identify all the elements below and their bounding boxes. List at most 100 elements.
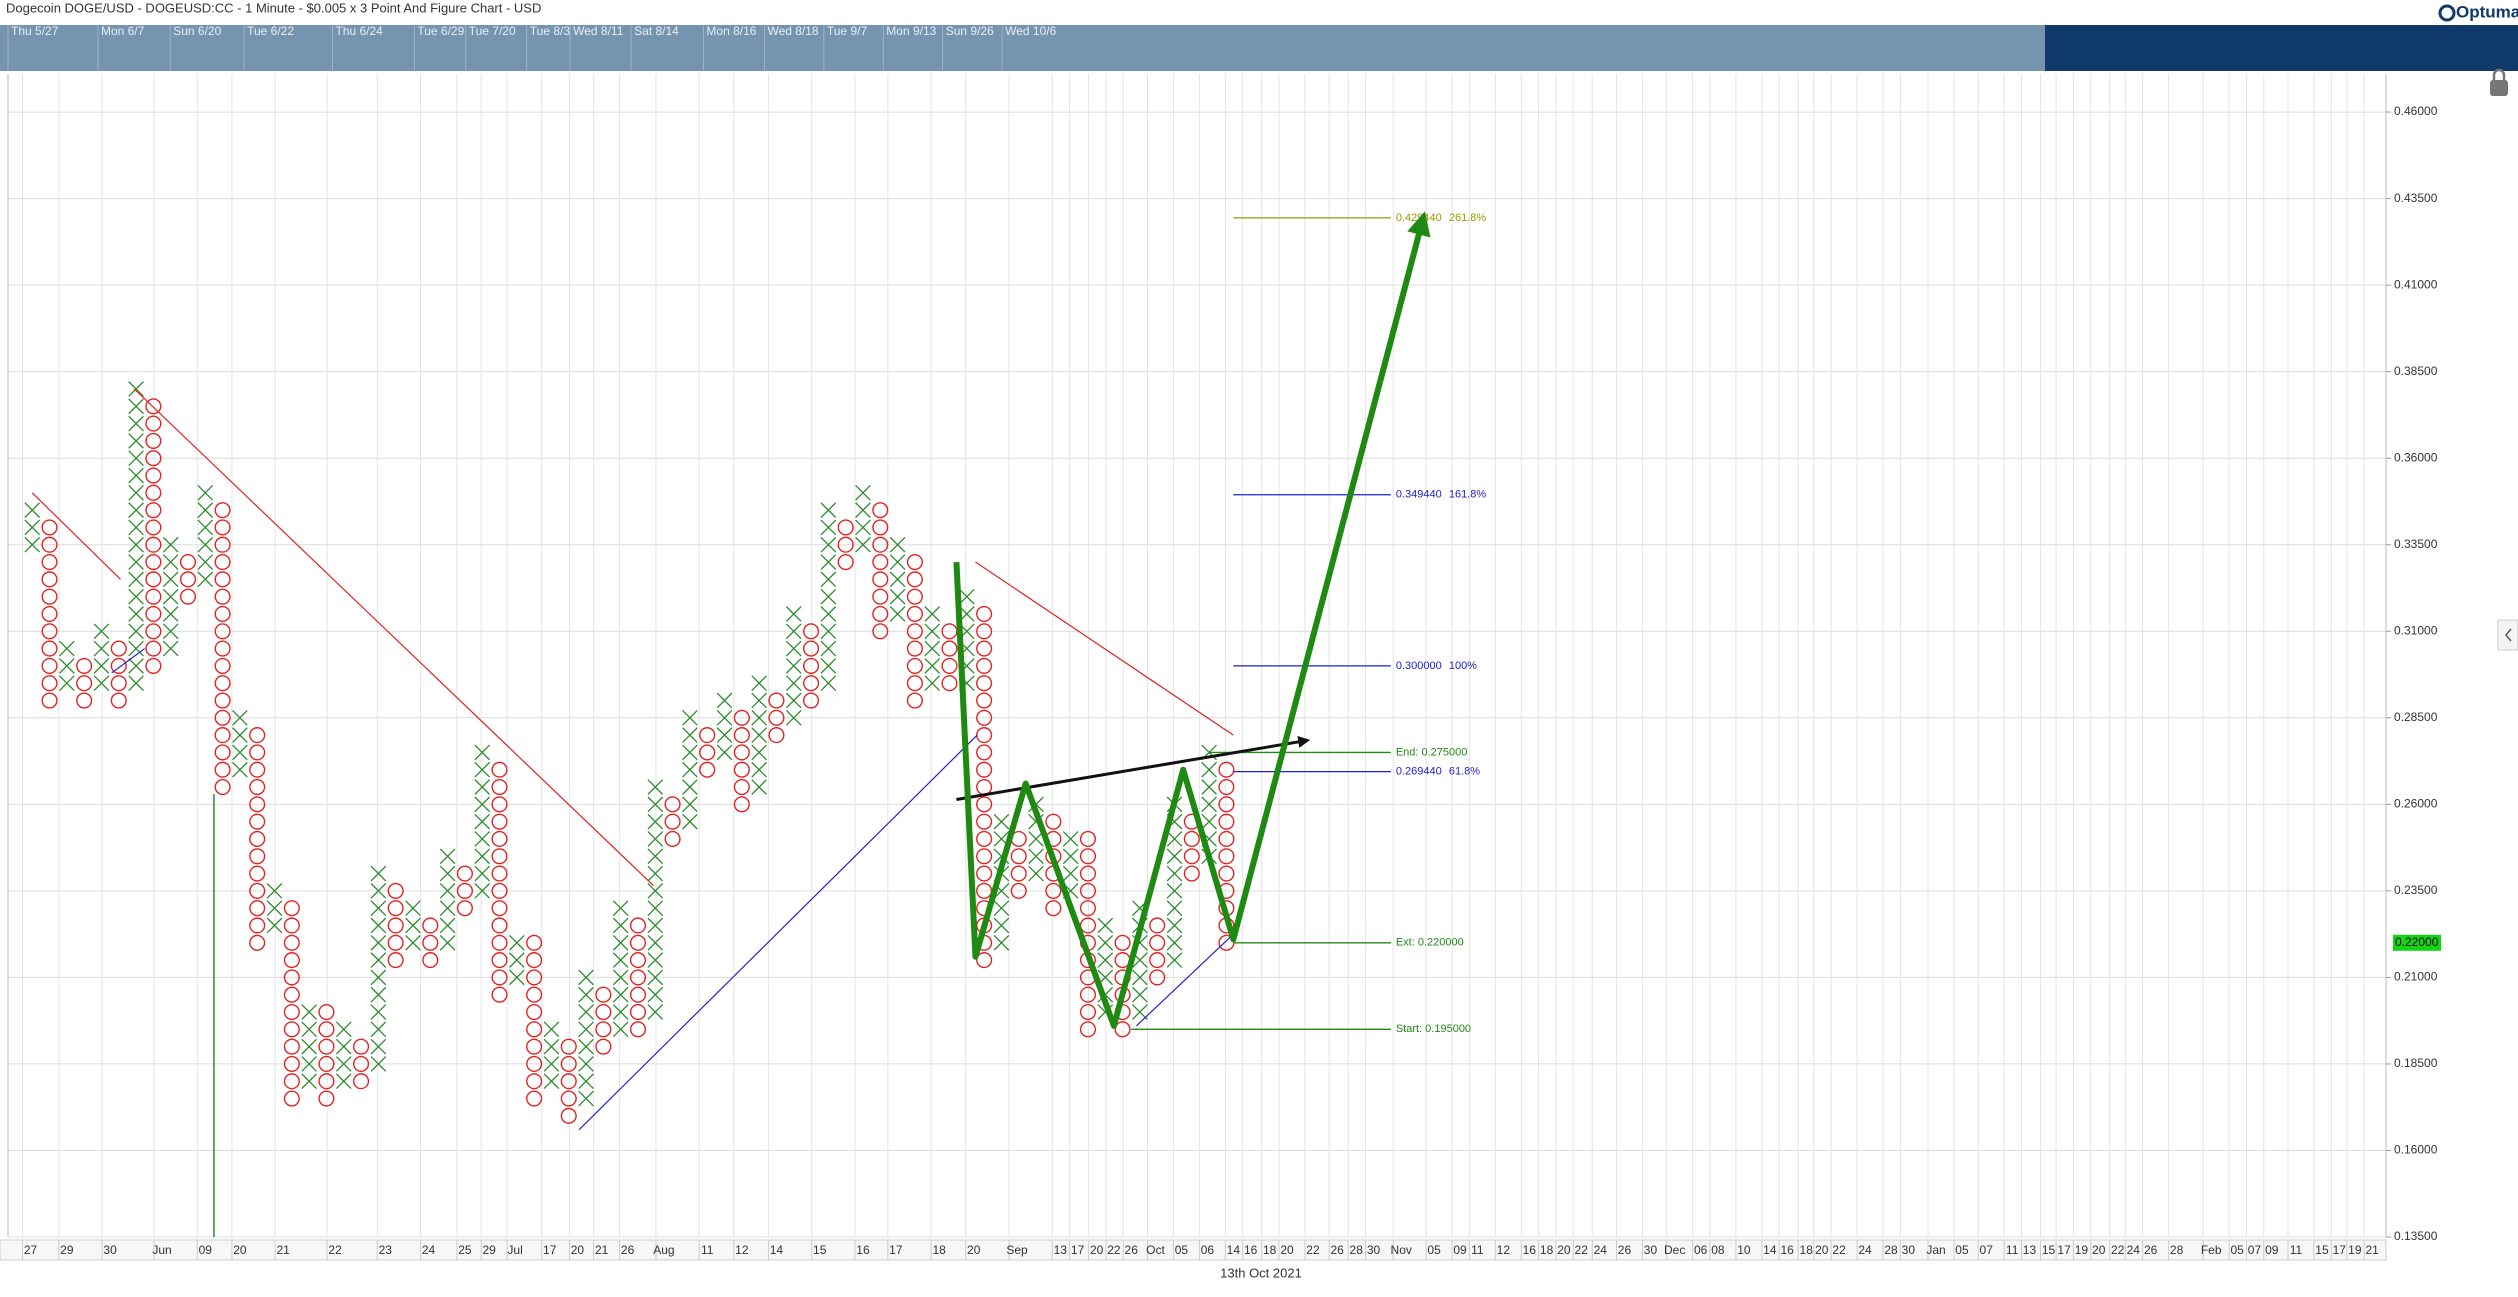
navigator-label: Mon 6/7 bbox=[101, 24, 145, 38]
o-box bbox=[318, 1090, 335, 1107]
o-box bbox=[491, 813, 508, 830]
x-column bbox=[59, 640, 75, 692]
o-column bbox=[283, 900, 300, 1107]
x-box bbox=[405, 917, 421, 934]
x-box bbox=[716, 727, 733, 743]
y-tick-label: 0.33500 bbox=[2394, 537, 2438, 551]
o-box bbox=[491, 830, 508, 848]
x-box bbox=[1166, 865, 1183, 882]
x-box bbox=[647, 883, 664, 899]
o-box bbox=[872, 571, 889, 588]
x-column bbox=[128, 381, 144, 692]
y-tick-label: 0.21000 bbox=[2394, 970, 2438, 984]
x-column bbox=[24, 502, 41, 553]
o-box bbox=[422, 917, 439, 934]
o-box bbox=[560, 1073, 577, 1090]
x-tick-label: 20 bbox=[1280, 1243, 1294, 1257]
o-column bbox=[491, 761, 508, 1003]
lock-icon[interactable] bbox=[2490, 68, 2508, 96]
o-box bbox=[906, 640, 923, 657]
x-box bbox=[93, 675, 110, 692]
o-box bbox=[526, 1003, 543, 1021]
o-box bbox=[1149, 934, 1166, 951]
x-box bbox=[924, 675, 941, 692]
o-column bbox=[906, 553, 923, 709]
level-label: 0.349440 bbox=[1396, 489, 1442, 501]
x-box bbox=[162, 606, 179, 622]
o-box bbox=[1149, 969, 1166, 986]
x-box bbox=[439, 883, 456, 899]
navigator-label: Sun 6/20 bbox=[173, 24, 221, 38]
x-tick-label: 24 bbox=[1858, 1243, 1872, 1257]
x-column bbox=[1132, 900, 1148, 1020]
x-box bbox=[924, 658, 941, 674]
o-box bbox=[906, 605, 923, 623]
o-box bbox=[179, 588, 197, 605]
o-box bbox=[802, 623, 820, 640]
x-box bbox=[647, 796, 664, 813]
x-tick-label: 08 bbox=[1711, 1243, 1725, 1257]
x-box bbox=[889, 571, 906, 588]
o-box bbox=[249, 796, 266, 813]
x-column bbox=[509, 934, 525, 986]
o-box bbox=[145, 502, 162, 519]
x-box bbox=[820, 658, 837, 674]
x-box bbox=[889, 536, 906, 553]
last-price-label: 0.22000 bbox=[2395, 935, 2439, 949]
x-column bbox=[578, 969, 594, 1107]
o-box bbox=[802, 657, 820, 674]
x-tick-label: 15 bbox=[813, 1243, 827, 1257]
o-box bbox=[214, 657, 231, 674]
x-box bbox=[993, 917, 1010, 934]
x-box bbox=[1097, 934, 1114, 951]
x-tick-label: 20 bbox=[571, 1243, 585, 1257]
x-box bbox=[578, 1038, 594, 1055]
o-box bbox=[145, 536, 162, 553]
o-box bbox=[1218, 865, 1235, 882]
o-box bbox=[976, 848, 993, 865]
x-box bbox=[820, 519, 837, 536]
navigator-label: Wed 8/18 bbox=[767, 24, 818, 38]
o-column bbox=[872, 502, 889, 640]
o-column bbox=[1149, 917, 1166, 986]
x-box bbox=[578, 969, 594, 986]
o-box bbox=[145, 553, 162, 571]
o-box bbox=[976, 640, 993, 657]
y-tick-label: 0.46000 bbox=[2394, 104, 2438, 118]
o-box bbox=[456, 900, 473, 917]
o-box bbox=[249, 900, 266, 917]
x-tick-label: 28 bbox=[1350, 1243, 1364, 1257]
side-toggle[interactable] bbox=[2497, 619, 2518, 651]
o-box bbox=[353, 1073, 370, 1090]
o-box bbox=[1218, 848, 1235, 865]
o-box bbox=[145, 571, 162, 588]
o-box bbox=[41, 640, 58, 657]
x-box bbox=[128, 606, 144, 622]
o-box bbox=[1149, 917, 1166, 934]
x-tick-label: 20 bbox=[2092, 1243, 2106, 1257]
grid bbox=[8, 74, 2386, 1238]
x-box bbox=[370, 1056, 387, 1072]
o-box bbox=[422, 934, 439, 951]
o-box bbox=[1114, 934, 1131, 951]
o-box bbox=[906, 623, 923, 640]
x-box bbox=[162, 554, 179, 570]
x-box bbox=[785, 709, 802, 726]
navigator[interactable] bbox=[0, 25, 2045, 71]
x-tick-label: 16 bbox=[1780, 1243, 1794, 1257]
o-box bbox=[699, 744, 716, 761]
x-tick-label: 20 bbox=[1557, 1243, 1571, 1257]
x-tick-label: 06 bbox=[1201, 1243, 1215, 1257]
navigator-window[interactable] bbox=[2045, 25, 2518, 71]
x-box bbox=[682, 727, 698, 743]
o-box bbox=[941, 657, 958, 674]
x-column bbox=[405, 900, 421, 951]
x-column bbox=[301, 1004, 317, 1090]
o-column bbox=[145, 398, 162, 674]
x-box bbox=[716, 709, 733, 726]
o-box bbox=[283, 1003, 300, 1021]
x-box bbox=[1028, 848, 1044, 865]
level-ratio: 261.8% bbox=[1449, 212, 1487, 224]
x-box bbox=[439, 848, 456, 865]
o-box bbox=[491, 848, 508, 865]
